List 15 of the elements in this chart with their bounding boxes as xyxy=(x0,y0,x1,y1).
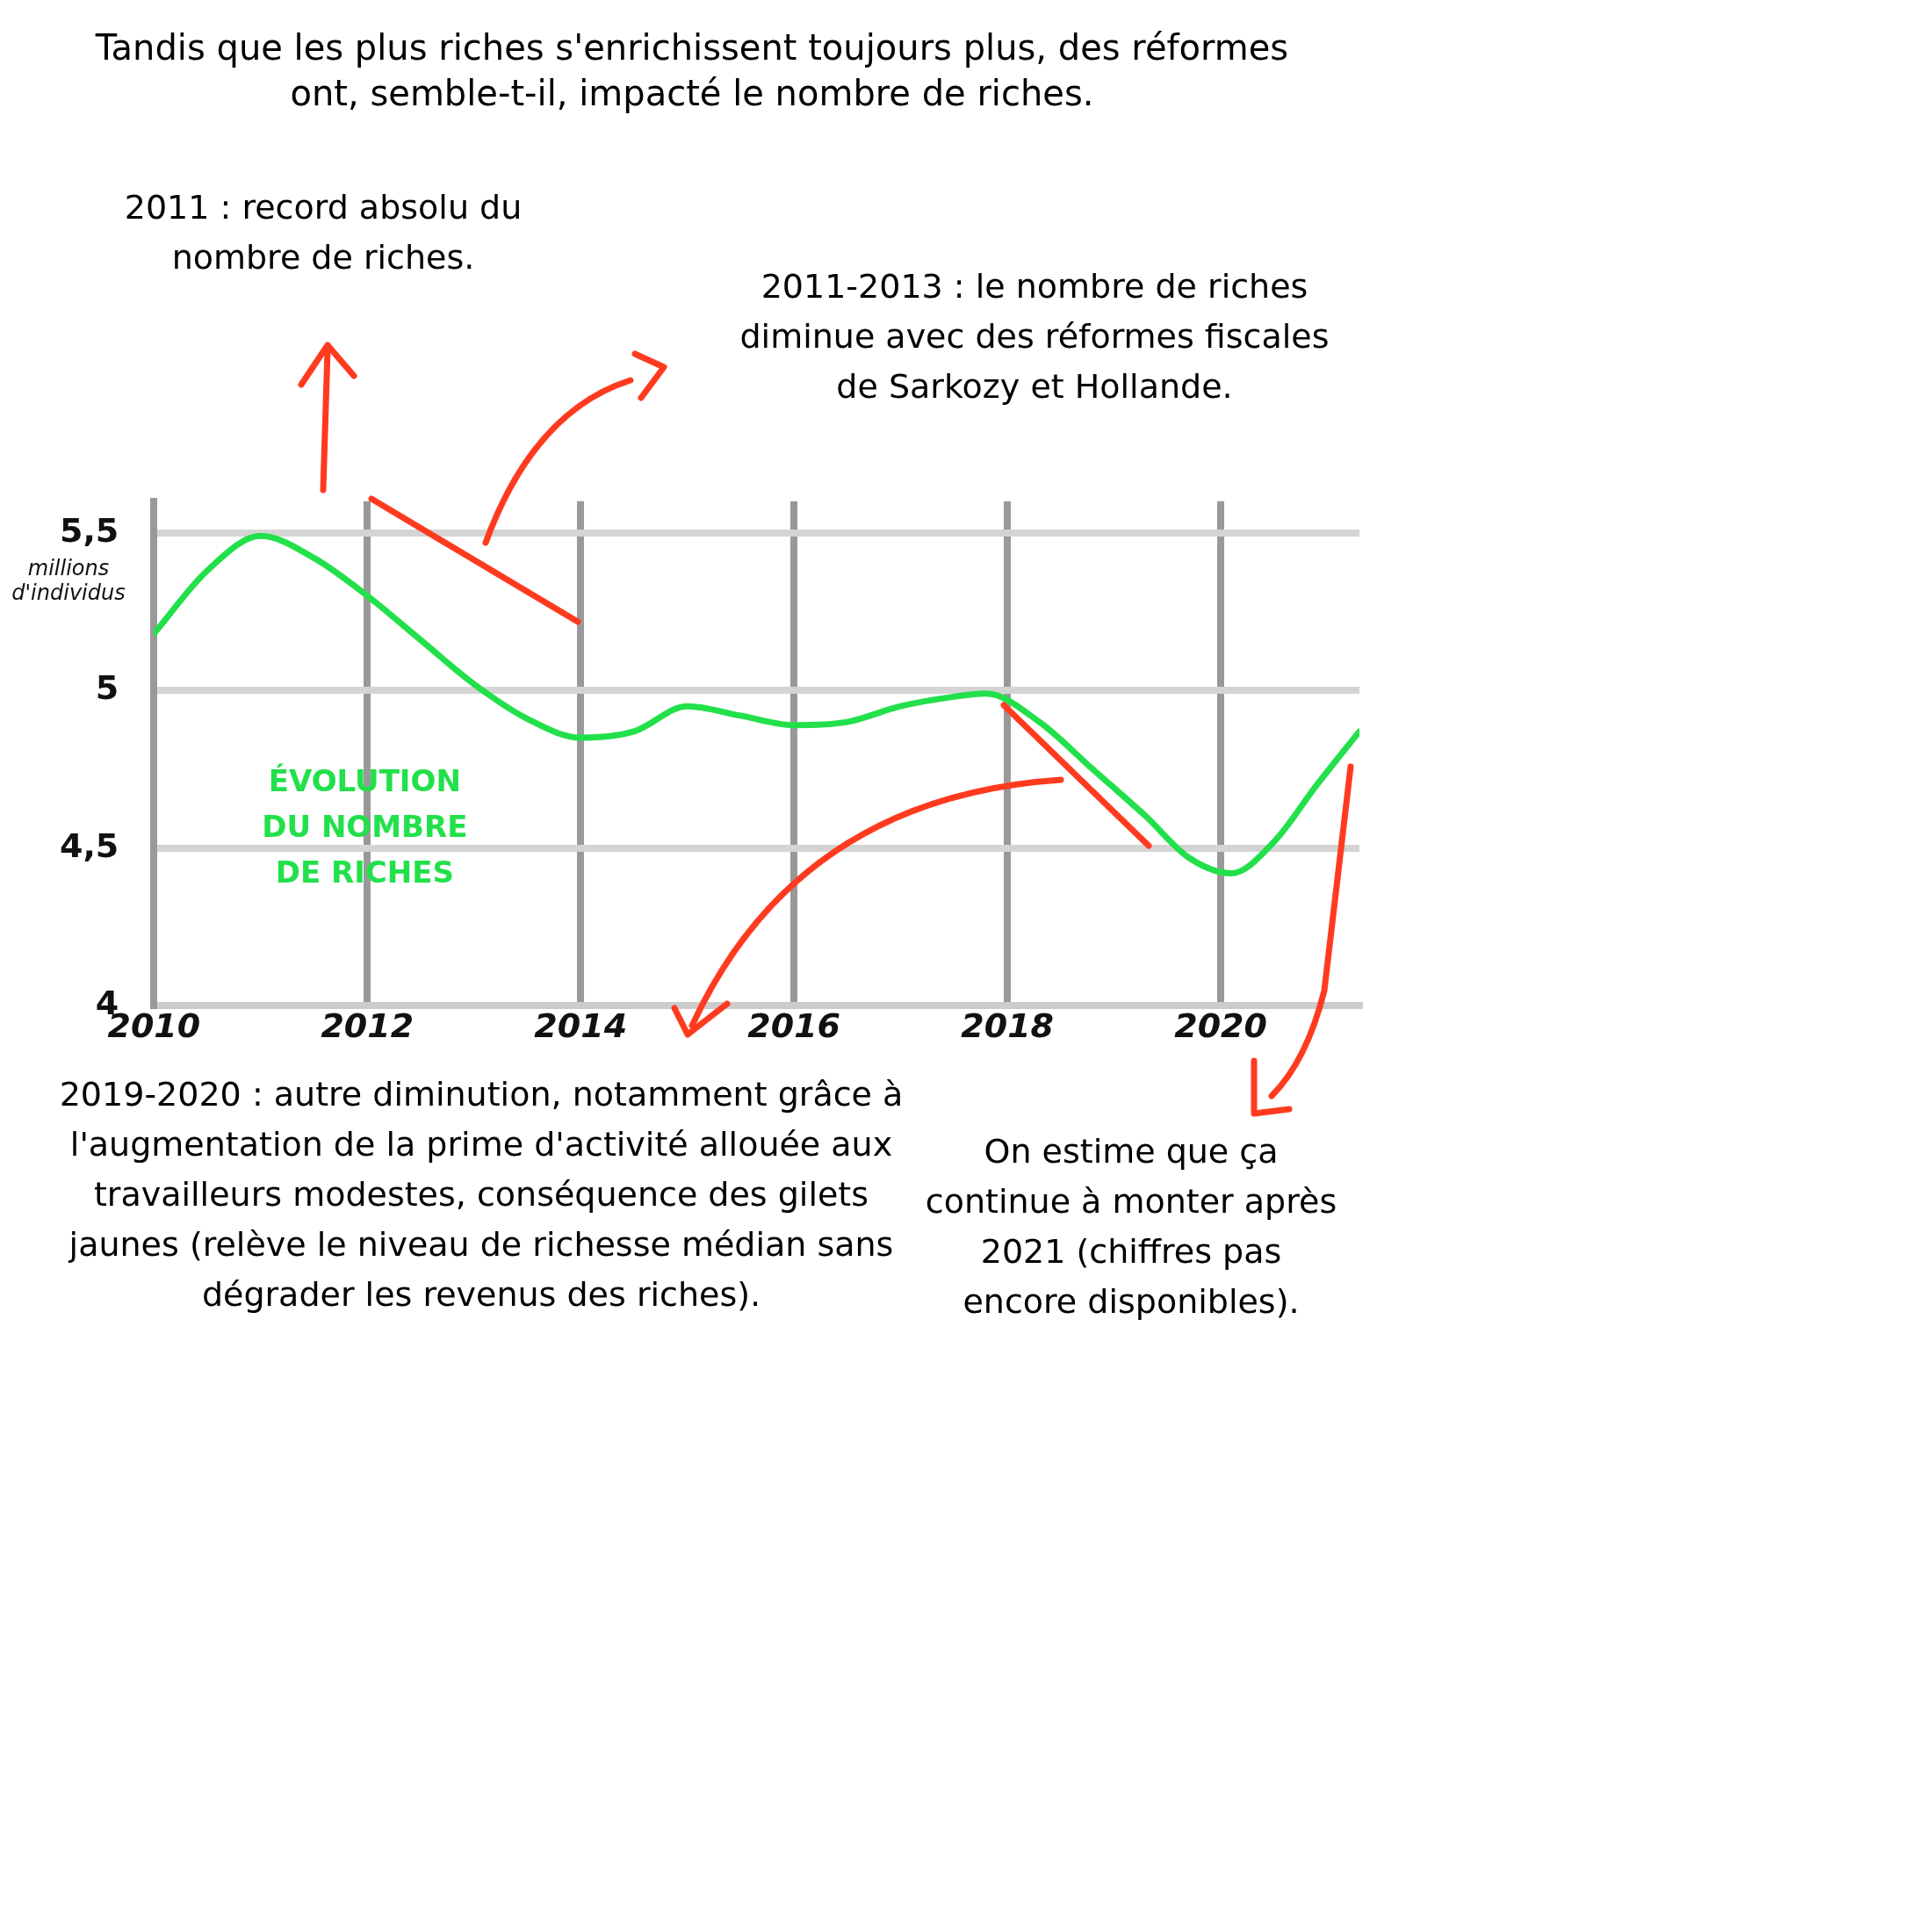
chart-title: Tandis que les plus riches s'enrichissent toujours plus, des réformes ont, semble-t-il, impacté le nombre de riches. xyxy=(94,26,1290,115)
y-axis-title: millions d'individus xyxy=(11,555,126,605)
x-tick-label: 2020 xyxy=(1174,1006,1267,1045)
text: 2019-2020 : autre diminution, notamment grâce à l'augmentation de la prime d'activité allouée aux travailleurs modestes, conséquence des gilets jaunes (relève le niveau de richesse médian sans dégrader les revenus des riches). xyxy=(58,1074,905,1316)
x-tick-label: 2014 xyxy=(534,1006,628,1045)
text: ÉVOLUTION DU NOMBRE DE RICHES xyxy=(262,762,468,890)
y-tick-label: 5 xyxy=(95,668,119,708)
text: On estime que ça continue à monter après 2021 (chiffres pas encore disponibles). xyxy=(924,1131,1338,1323)
x-tick-label: 2012 xyxy=(321,1006,415,1045)
y-tick-label: 5,5 xyxy=(59,510,119,550)
x-tick-label: 2016 xyxy=(747,1006,841,1045)
text: 2011 : record absolu du nombre de riches. xyxy=(123,187,523,278)
text: 2011-2013 : le nombre de riches diminue avec des réformes fiscales de Sarkozy et Hollande. xyxy=(739,266,1330,407)
x-tick-label: 2018 xyxy=(961,1006,1055,1045)
y-tick-label: 4,5 xyxy=(59,825,119,865)
